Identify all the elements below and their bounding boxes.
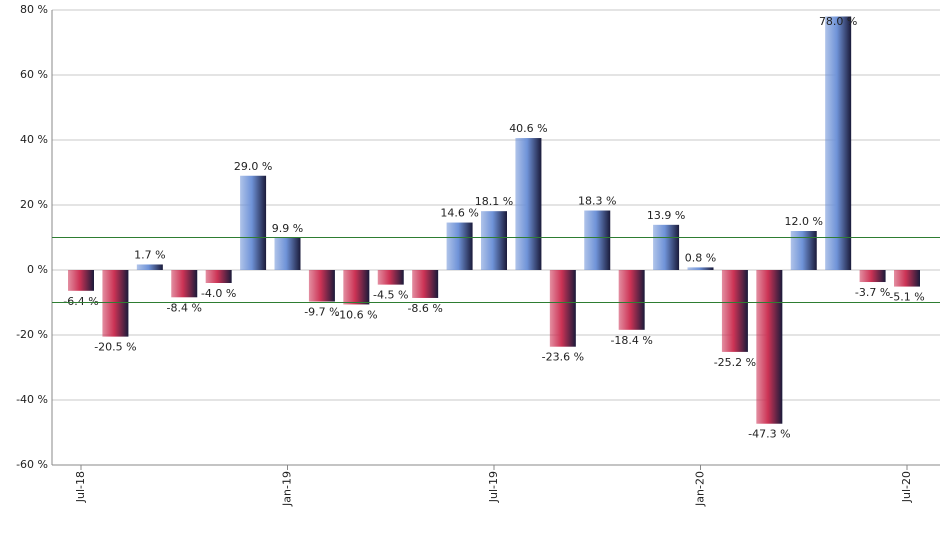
x-tick-label: Jul-19 (487, 471, 500, 503)
value-label: 18.3 % (578, 195, 616, 208)
bar (859, 270, 886, 283)
bar (68, 270, 94, 291)
value-label: 13.9 % (647, 209, 685, 222)
value-label: 1.7 % (134, 248, 165, 261)
bar (790, 231, 817, 270)
value-label: -9.7 % (304, 306, 339, 319)
bar (549, 270, 576, 347)
y-tick-label: 20 % (20, 198, 48, 211)
bar (515, 138, 542, 270)
value-label: -8.6 % (407, 302, 442, 315)
y-tick-label: -40 % (16, 393, 48, 406)
bar (653, 224, 680, 270)
y-tick-label: -60 % (16, 458, 48, 471)
bar (584, 210, 611, 270)
y-tick-label: 80 % (20, 3, 48, 16)
bar (102, 270, 129, 337)
y-tick-label: 40 % (20, 133, 48, 146)
value-label: -25.2 % (714, 356, 756, 369)
bar (171, 270, 198, 298)
bar (721, 270, 748, 352)
value-label: -18.4 % (610, 334, 652, 347)
value-label: 18.1 % (475, 195, 513, 208)
bar (825, 16, 852, 270)
value-label: -23.6 % (542, 351, 584, 364)
value-label: 29.0 % (234, 160, 272, 173)
x-tick-label: Jan-19 (281, 471, 294, 507)
bar (377, 270, 404, 285)
x-tick-label: Jul-20 (900, 471, 913, 503)
bar (308, 270, 335, 302)
value-label: -20.5 % (94, 341, 136, 354)
value-label: -8.4 % (167, 301, 202, 314)
bar (240, 175, 267, 270)
bar (412, 270, 439, 298)
value-label: -6.4 % (63, 295, 98, 308)
bar (274, 237, 301, 270)
value-label: -3.7 % (855, 286, 890, 299)
bar (343, 270, 370, 305)
value-label: -47.3 % (748, 428, 790, 441)
value-label: 12.0 % (785, 215, 823, 228)
bar (205, 270, 232, 283)
value-label: 14.6 % (440, 207, 478, 220)
bar (481, 211, 507, 270)
bar (756, 270, 783, 424)
y-tick-label: -20 % (16, 328, 48, 341)
y-tick-label: 0 % (27, 263, 48, 276)
x-tick-label: Jul-18 (74, 471, 87, 503)
value-label: 40.6 % (509, 122, 547, 135)
bar (446, 222, 473, 270)
bar (618, 270, 645, 330)
value-label: 78.0 % (819, 15, 857, 28)
bar (894, 270, 920, 287)
value-label: 9.9 % (272, 222, 303, 235)
value-label: -5.1 % (889, 291, 924, 304)
value-label: -10.6 % (335, 308, 377, 321)
value-label: -4.0 % (201, 287, 236, 300)
x-tick-label: Jan-20 (694, 471, 707, 507)
bar (136, 264, 163, 270)
value-label: 0.8 % (685, 251, 716, 264)
value-label: -4.5 % (373, 289, 408, 302)
y-tick-label: 60 % (20, 68, 48, 81)
bar (687, 267, 714, 270)
